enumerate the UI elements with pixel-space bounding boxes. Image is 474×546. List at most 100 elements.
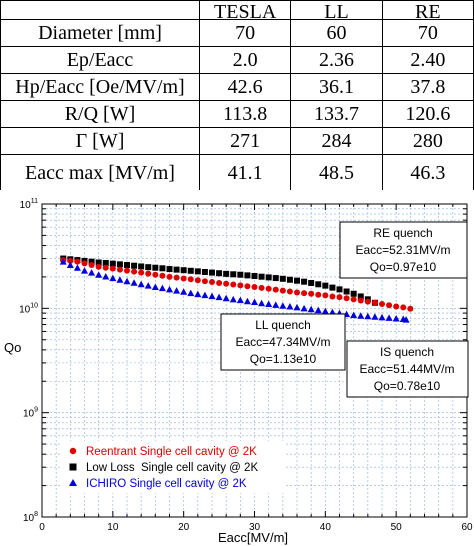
data-point-reentrant bbox=[216, 279, 223, 286]
data-point-reentrant bbox=[209, 278, 215, 285]
data-point-ichiro bbox=[215, 293, 223, 301]
data-series bbox=[59, 255, 414, 323]
data-point-reentrant bbox=[74, 258, 81, 265]
qo-vs-eacc-chart: 0 10 20 30 40 50 60 108 109 1010 1011 Eacc[MV/m] Q… bbox=[0, 190, 474, 546]
data-point-ichiro bbox=[300, 304, 308, 312]
is-quench-qo: Qo=0.78e10 bbox=[374, 379, 441, 393]
table-row: Ep/Eacc 2.0 2.36 2.40 bbox=[0, 46, 474, 74]
data-point-low-loss bbox=[336, 286, 343, 293]
data-point-low-loss bbox=[209, 269, 215, 276]
table-cell: 41.1 bbox=[198, 154, 292, 192]
x-tick-label: 40 bbox=[320, 522, 332, 533]
data-point-low-loss bbox=[180, 267, 187, 274]
data-point-low-loss bbox=[187, 267, 194, 274]
data-point-reentrant bbox=[315, 291, 322, 298]
table-cell: 271 bbox=[198, 127, 292, 155]
data-point-low-loss bbox=[194, 268, 201, 275]
table-cell: 48.5 bbox=[290, 154, 383, 192]
data-point-ichiro bbox=[130, 279, 138, 286]
table-cell: 70 bbox=[198, 19, 292, 47]
data-point-ichiro bbox=[236, 296, 244, 304]
data-point-ichiro bbox=[279, 302, 287, 309]
data-point-reentrant bbox=[102, 264, 109, 271]
table-row: Γ [W] 271 284 280 bbox=[0, 127, 474, 155]
table-cell: 2.36 bbox=[290, 46, 383, 74]
table-cell: 113.8 bbox=[198, 100, 292, 128]
row-label: Hp/Eacc [Oe/MV/m] bbox=[0, 73, 200, 101]
data-point-ichiro bbox=[144, 282, 152, 289]
data-point-low-loss bbox=[173, 266, 180, 273]
data-point-ichiro bbox=[293, 303, 301, 311]
data-point-low-loss bbox=[315, 281, 322, 288]
header-cell-tesla: TESLA bbox=[198, 0, 292, 22]
data-point-reentrant bbox=[159, 272, 166, 279]
data-point-ichiro bbox=[243, 297, 251, 305]
x-tick-label: 30 bbox=[249, 522, 261, 533]
data-point-low-loss bbox=[244, 272, 251, 279]
legend-marker-reentrant bbox=[69, 447, 77, 455]
data-point-low-loss bbox=[159, 265, 166, 272]
data-point-reentrant bbox=[258, 284, 265, 291]
data-point-reentrant bbox=[364, 298, 371, 305]
data-point-ichiro bbox=[123, 277, 131, 285]
table-cell: 2.0 bbox=[198, 46, 292, 74]
header-cell-re: RE bbox=[381, 0, 474, 22]
row-label: Diameter [mm] bbox=[0, 19, 200, 47]
data-point-ichiro bbox=[328, 308, 336, 316]
data-point-reentrant bbox=[343, 295, 350, 302]
data-point-reentrant bbox=[286, 288, 293, 295]
x-tick-label: 10 bbox=[107, 522, 119, 533]
data-point-reentrant bbox=[272, 286, 279, 293]
data-point-ichiro bbox=[95, 271, 103, 278]
data-point-reentrant bbox=[194, 277, 201, 284]
y-tick-label: 1010 bbox=[19, 302, 38, 315]
data-point-ichiro bbox=[272, 301, 280, 308]
table-row: Hp/Eacc [Oe/MV/m] 42.6 36.1 37.8 bbox=[0, 73, 474, 101]
data-point-low-loss bbox=[286, 276, 293, 283]
data-point-reentrant bbox=[371, 299, 378, 306]
data-point-reentrant bbox=[131, 268, 138, 275]
is-quench-annotation: IS quench Eacc=51.44MV/m Qo=0.78e10 bbox=[346, 340, 469, 398]
data-point-reentrant bbox=[187, 276, 194, 283]
y-tick-label: 109 bbox=[23, 407, 38, 420]
header-cell-ll: LL bbox=[290, 0, 383, 22]
is-quench-eacc: Eacc=51.44MV/m bbox=[359, 362, 454, 376]
data-point-ichiro bbox=[201, 291, 209, 299]
data-point-low-loss bbox=[116, 261, 123, 268]
data-point-low-loss bbox=[131, 262, 138, 269]
x-axis-label: Eacc[MV/m] bbox=[218, 530, 288, 545]
data-point-ichiro bbox=[208, 292, 216, 300]
data-point-ichiro bbox=[73, 264, 81, 271]
x-tick-label: 20 bbox=[178, 522, 190, 533]
data-point-reentrant bbox=[152, 271, 159, 278]
data-point-reentrant bbox=[279, 287, 286, 294]
table-cell: 133.7 bbox=[290, 100, 383, 128]
data-point-ichiro bbox=[166, 285, 173, 293]
re-quench-eacc: Eacc=52.31MV/m bbox=[355, 243, 450, 257]
row-label: Ep/Eacc bbox=[0, 46, 200, 74]
data-point-low-loss bbox=[350, 290, 357, 297]
data-point-reentrant bbox=[393, 303, 400, 310]
data-point-ichiro bbox=[321, 307, 329, 315]
data-point-reentrant bbox=[400, 304, 407, 311]
ll-quench-annotation: LL quench Eacc=47.34MV/m Qo=1.13e10 bbox=[220, 313, 346, 371]
data-point-reentrant bbox=[244, 283, 251, 290]
y-tick-label: 1011 bbox=[20, 198, 38, 211]
data-point-reentrant bbox=[145, 270, 152, 277]
table-cell: 42.6 bbox=[198, 73, 292, 101]
row-label: Eacc max [MV/m] bbox=[0, 154, 200, 192]
data-point-ichiro bbox=[378, 313, 386, 321]
data-point-ichiro bbox=[173, 287, 181, 294]
data-point-ichiro bbox=[187, 289, 195, 297]
table-cell: 120.6 bbox=[381, 100, 474, 128]
re-quench-annotation: RE quench Eacc=52.31MV/m Qo=0.97e10 bbox=[339, 221, 468, 279]
legend-marker-ichiro bbox=[69, 479, 77, 486]
table-cell: 284 bbox=[290, 127, 383, 155]
data-point-reentrant bbox=[322, 292, 329, 299]
data-point-low-loss bbox=[166, 266, 173, 273]
data-point-reentrant bbox=[124, 267, 130, 274]
data-point-low-loss bbox=[102, 259, 109, 266]
data-point-ichiro bbox=[251, 298, 258, 306]
data-point-reentrant bbox=[88, 262, 95, 269]
data-point-ichiro bbox=[180, 288, 188, 295]
